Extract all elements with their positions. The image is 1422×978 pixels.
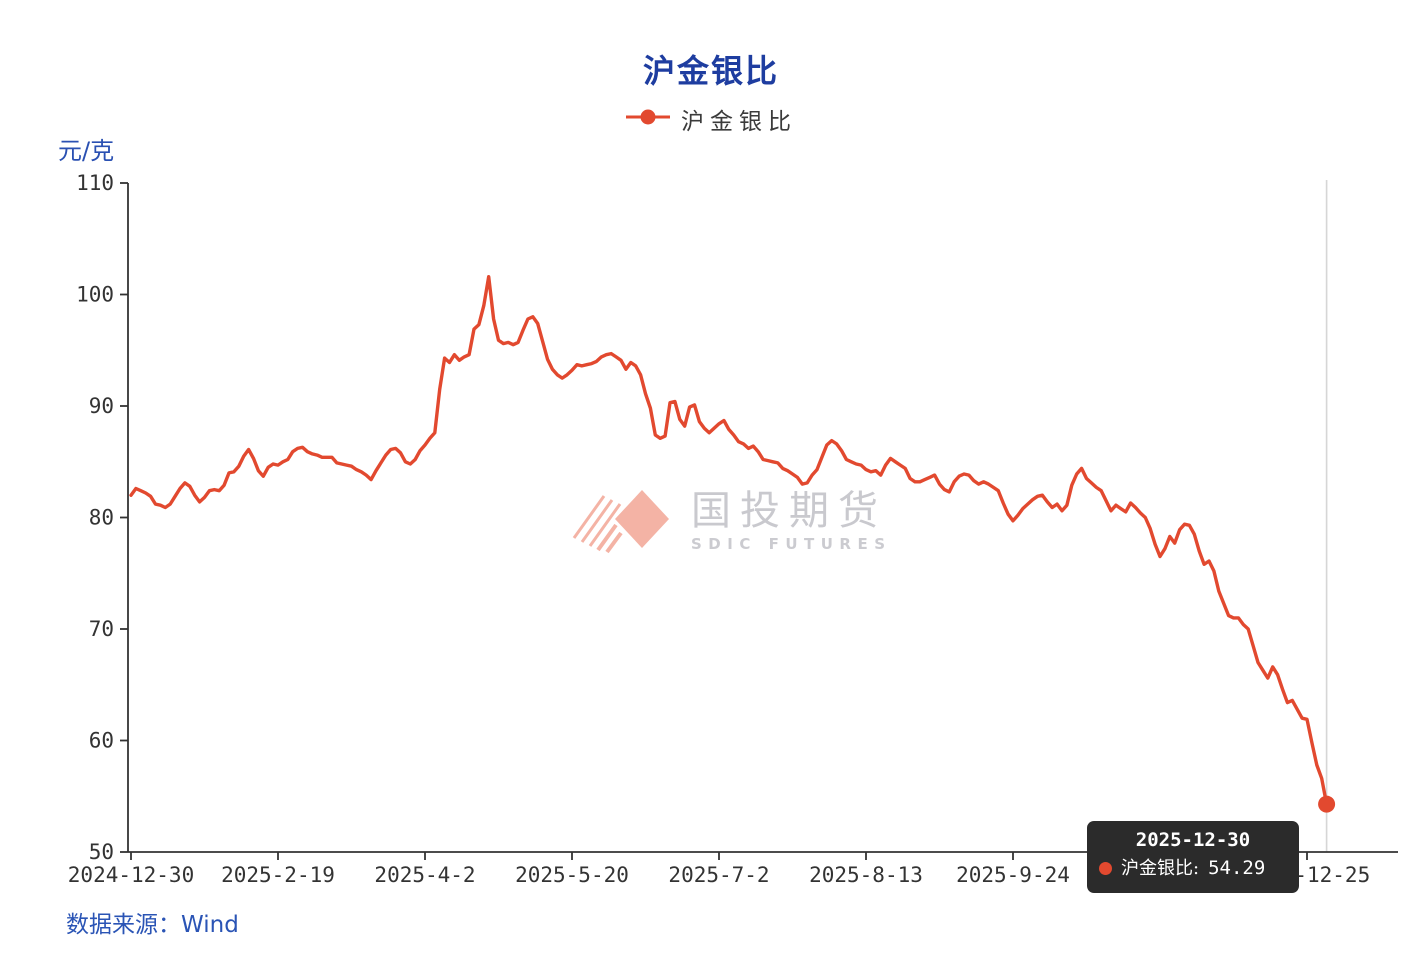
series-line[interactable] bbox=[129, 275, 1329, 806]
y-axis-tick-label: 90 bbox=[89, 394, 114, 418]
tooltip-value: 54.29 bbox=[1208, 857, 1266, 879]
y-axis-tick-label: 110 bbox=[76, 171, 114, 195]
tooltip-date: 2025-12-30 bbox=[1135, 829, 1251, 851]
legend-line-marker-icon bbox=[625, 108, 671, 130]
watermark-text: 国投期货 SDIC FUTURES bbox=[691, 490, 892, 553]
x-axis-tick-label: 2025-2-19 bbox=[221, 863, 335, 887]
y-axis-tick-label: 50 bbox=[89, 840, 114, 864]
x-axis-tick-label: 2025-4-2 bbox=[374, 863, 475, 887]
y-axis-tick-label: 100 bbox=[76, 283, 114, 307]
x-axis-tick-label: 2025-5-20 bbox=[515, 863, 629, 887]
watermark-en-label: SDIC FUTURES bbox=[691, 534, 892, 553]
tooltip-series-dot-icon bbox=[1099, 862, 1112, 875]
x-axis-tick-label: 2025-9-24 bbox=[956, 863, 1070, 887]
watermark-cn-label: 国投期货 bbox=[691, 487, 887, 534]
page-title: 沪金银比 bbox=[642, 52, 779, 90]
data-source-label: 数据来源：Wind bbox=[66, 912, 239, 938]
series-endpoint-dot[interactable] bbox=[1318, 795, 1336, 813]
y-axis-tick-label: 60 bbox=[89, 729, 114, 753]
y-axis-tick-label: 70 bbox=[89, 617, 114, 641]
tooltip-series-label: 沪金银比: bbox=[1121, 857, 1200, 879]
x-axis-tick-label: 2025-7-2 bbox=[668, 863, 769, 887]
sdic-futures-logo-icon bbox=[565, 484, 677, 558]
legend-item[interactable]: 沪金银比 bbox=[0, 102, 1422, 136]
legend-label: 沪金银比 bbox=[681, 109, 797, 135]
y-axis-unit-label: 元/克 bbox=[58, 137, 115, 165]
watermark: 国投期货 SDIC FUTURES bbox=[565, 484, 892, 558]
tooltip-series-row: 沪金银比: 54.29 bbox=[1099, 859, 1287, 878]
tooltip: 2025-12-30 沪金银比: 54.29 bbox=[1087, 821, 1299, 893]
x-axis-tick-label: 2025-8-13 bbox=[809, 863, 923, 887]
y-axis-tick-label: 80 bbox=[89, 506, 114, 530]
x-axis-tick-label: 2024-12-30 bbox=[68, 863, 194, 887]
